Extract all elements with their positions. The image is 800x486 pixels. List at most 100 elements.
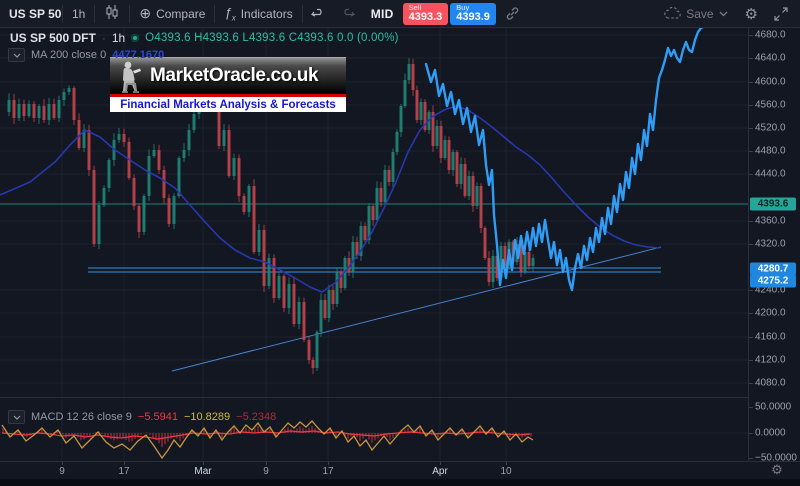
candle-body [459, 164, 463, 184]
macd-collapse-button[interactable] [8, 410, 25, 424]
candle-body [102, 188, 106, 205]
price-axis[interactable]: 4680.0 4640.0 4600.0 4560.0 4520.0 4480.0 4440… [748, 28, 800, 464]
chart-style-button[interactable] [95, 0, 129, 28]
candle-body [347, 258, 351, 272]
dft-forecast-line [424, 28, 704, 292]
candle-body [375, 188, 379, 220]
sell-price: 4393.3 [408, 11, 443, 24]
save-button[interactable]: Save [654, 0, 736, 28]
time-axis-label: 17 [118, 466, 130, 477]
candle-body [523, 252, 527, 272]
ma-legend: MA 200 close 0 4477.1670 [8, 48, 164, 62]
candle-body [455, 152, 459, 184]
oracle-figure-icon [122, 61, 141, 93]
candle-body [479, 186, 483, 228]
settings-button[interactable]: ⚙ [737, 0, 766, 28]
time-axis-tick [124, 462, 125, 465]
candle-body [431, 112, 435, 146]
candle-body [327, 290, 331, 318]
candle-body [395, 132, 399, 152]
price-axis-label: 4680.0 [755, 29, 786, 41]
time-axis-tick [203, 462, 204, 465]
candle-body [323, 300, 327, 318]
market-status-dot[interactable] [131, 34, 140, 42]
candle-body [527, 252, 531, 266]
indicators-button[interactable]: ƒx Indicators [215, 0, 301, 28]
fullscreen-button[interactable] [766, 0, 796, 28]
candle-body [132, 178, 136, 206]
ma200-line [0, 105, 661, 293]
candle-body [491, 256, 495, 282]
candle-body [147, 156, 151, 196]
candle-body [339, 272, 343, 288]
candle-body [12, 100, 16, 118]
candle-body [499, 246, 503, 278]
price-axis-tick [749, 105, 753, 106]
time-axis[interactable]: 9 17 Mar 9 17 Apr 10 [0, 461, 800, 479]
price-axis-label: 4120.0 [755, 354, 786, 366]
sell-button[interactable]: Sell 4393.3 [402, 2, 449, 25]
price-axis-label: 4080.0 [755, 377, 786, 389]
logo-banner: MarketOracle.co.uk [110, 57, 346, 94]
buy-side-label: Buy [456, 2, 470, 12]
candle-body [257, 230, 261, 252]
interval-button[interactable]: 1h [72, 6, 86, 21]
legend-separator: · [101, 31, 106, 45]
time-axis-tick [266, 462, 267, 465]
time-axis-tick [328, 462, 329, 465]
price-axis-label: 4440.0 [755, 168, 786, 180]
time-axis-tick [62, 462, 63, 465]
compare-button[interactable]: ⊕ Compare [130, 0, 214, 28]
undo-button[interactable] [303, 0, 333, 28]
candle-body [57, 100, 61, 118]
macd-axis-tick [749, 433, 753, 434]
link-order-button[interactable] [497, 0, 528, 28]
candle-body [247, 186, 251, 212]
price-axis-label: 4160.0 [755, 331, 786, 343]
legend-interval[interactable]: 1h [111, 31, 126, 45]
time-axis-label: 10 [500, 466, 512, 477]
candlestick-style-icon [104, 4, 120, 23]
legend-symbol[interactable]: US SP 500 DFT [10, 31, 96, 45]
candle-body [343, 258, 347, 288]
candle-body [311, 360, 315, 368]
pane-separator[interactable] [0, 397, 800, 398]
price-axis-label: 4240.0 [755, 284, 786, 296]
candle-body [192, 114, 196, 130]
ma-collapse-button[interactable] [8, 48, 25, 62]
candle-body [407, 64, 411, 80]
candle-body [451, 152, 455, 170]
macd-axis-label: 0.0000 [755, 427, 786, 439]
candle-body [302, 302, 306, 340]
candle-body [475, 186, 479, 206]
ma-legend-label[interactable]: MA 200 close 0 [31, 49, 107, 61]
candle-body [297, 302, 301, 324]
candle-body [137, 206, 141, 232]
price-axis-label: 4480.0 [755, 145, 786, 157]
buy-button[interactable]: Buy 4393.9 [450, 2, 496, 25]
macd-value-2: −10.8289 [183, 411, 231, 423]
candle-body [335, 272, 339, 304]
indicators-label: Indicators [240, 6, 293, 21]
candle-body [379, 188, 383, 202]
macd-line [1, 420, 534, 460]
candle-body [471, 176, 475, 206]
symbol-button[interactable]: US SP 500 D [9, 6, 62, 21]
macd-legend-label[interactable]: MACD 12 26 close 9 [31, 411, 132, 423]
logo-strip: Financial Markets Analysis & Forecasts [110, 97, 346, 112]
candle-body [272, 258, 276, 298]
candle-body [355, 242, 359, 256]
candle-body [217, 102, 221, 146]
gear-icon: ⚙ [771, 462, 783, 477]
candle-body [411, 64, 415, 90]
toolbar-divider [301, 4, 303, 23]
candle-body [187, 130, 191, 150]
legend-ohlc-values: O4393.6 H4393.6 L4393.6 C4393.6 0.0 (0.0… [145, 32, 399, 44]
macd-axis-tick [749, 407, 753, 408]
sell-side-label: Sell [408, 2, 422, 12]
price-axis-tick [749, 383, 753, 384]
redo-button[interactable] [333, 0, 363, 28]
axis-settings-button[interactable]: ⚙ [768, 462, 786, 478]
candle-body [467, 176, 471, 196]
candle-body [52, 104, 56, 118]
